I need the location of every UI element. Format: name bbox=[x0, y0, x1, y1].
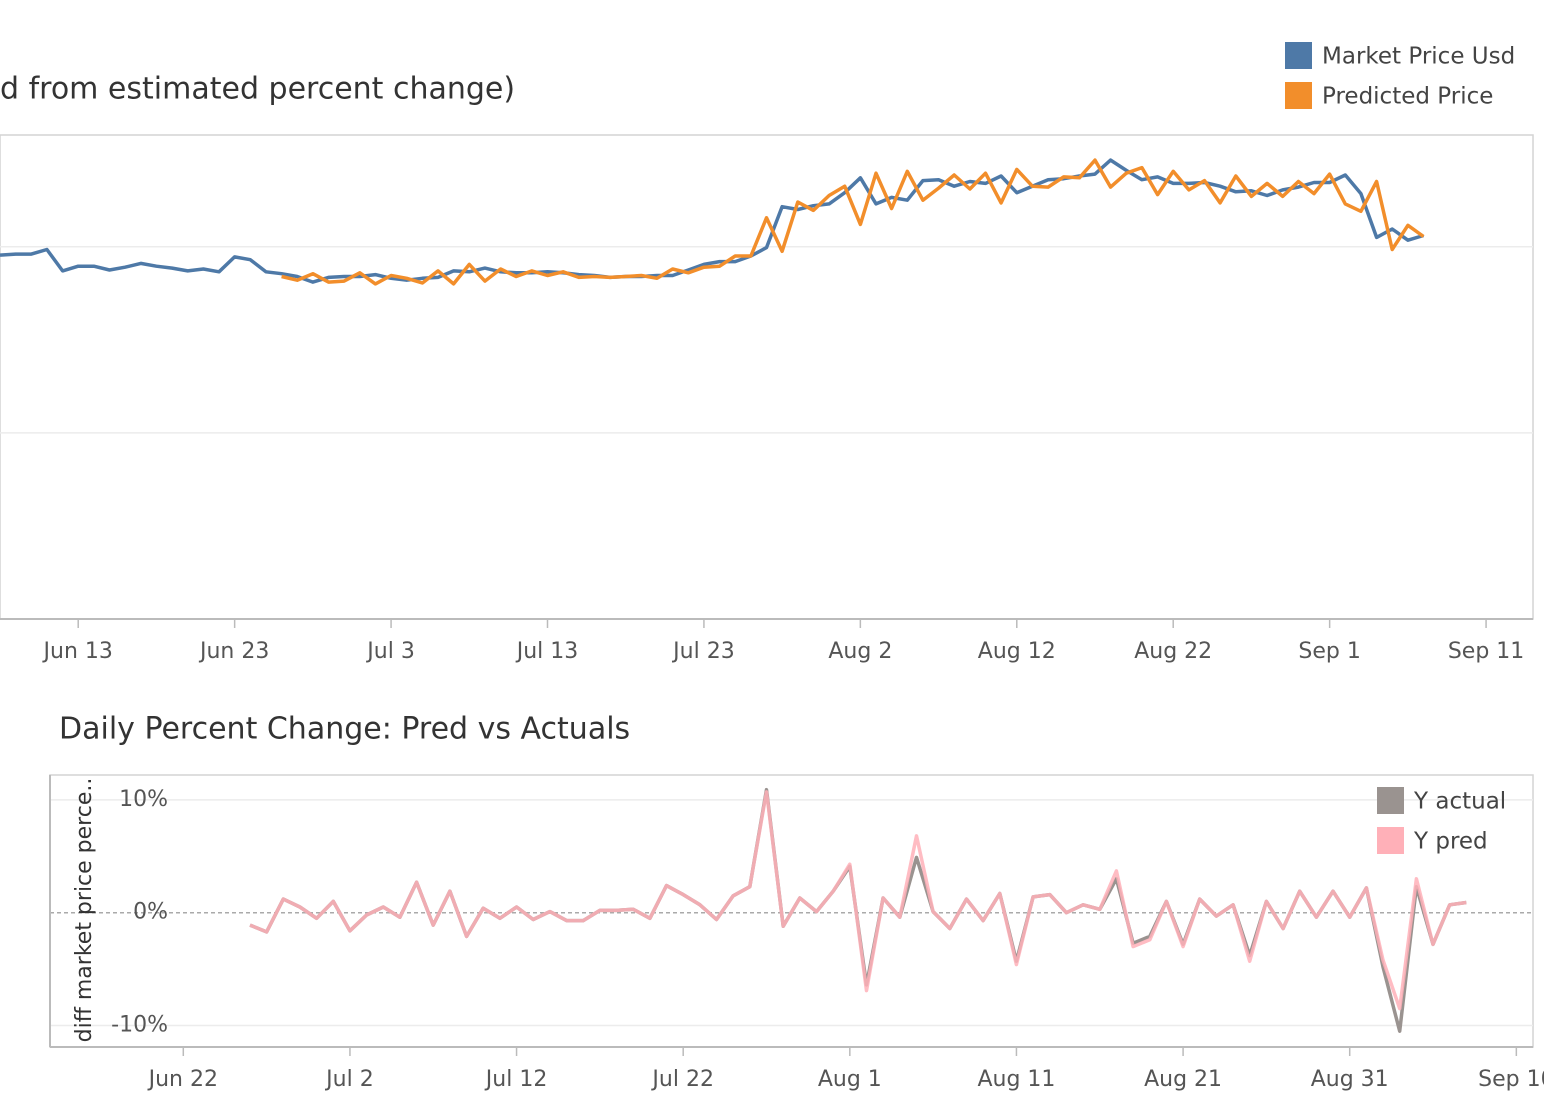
series-line bbox=[281, 158, 1425, 286]
x-tick-label: Aug 1 bbox=[818, 1067, 882, 1092]
legend-swatch bbox=[1377, 827, 1404, 854]
plot-frame bbox=[0, 134, 1534, 620]
series-line bbox=[249, 787, 1467, 1033]
x-tick-label: Sep 1 bbox=[1298, 639, 1360, 664]
x-tick-label: Aug 22 bbox=[1134, 639, 1212, 664]
legend-swatch bbox=[1285, 82, 1312, 109]
series-line bbox=[0, 158, 1425, 284]
x-tick-label: Jul 22 bbox=[650, 1067, 714, 1092]
x-tick-label: Aug 11 bbox=[977, 1067, 1055, 1092]
x-tick-label: Jul 23 bbox=[671, 639, 735, 664]
x-tick-label: Jun 13 bbox=[42, 639, 113, 664]
x-tick-label: Jul 13 bbox=[515, 639, 579, 664]
chart-title: d from estimated percent change) bbox=[0, 72, 515, 107]
x-tick-label: Jul 12 bbox=[484, 1067, 548, 1092]
x-tick-label: Sep 11 bbox=[1448, 639, 1524, 664]
x-tick-label: Aug 2 bbox=[828, 639, 892, 664]
chart-title: Daily Percent Change: Pred vs Actuals bbox=[59, 712, 630, 747]
legend-label: Market Price Usd bbox=[1322, 44, 1515, 70]
x-tick-label: Aug 31 bbox=[1311, 1067, 1389, 1092]
y-tick-label: 0% bbox=[133, 900, 168, 925]
x-tick-label: Jun 23 bbox=[198, 639, 269, 664]
legend-label: Y pred bbox=[1413, 829, 1488, 855]
y-tick-label: 10% bbox=[119, 787, 168, 812]
y-tick-label: -10% bbox=[111, 1013, 168, 1038]
x-tick-label: Sep 10 bbox=[1478, 1067, 1544, 1092]
y-axis-label: diff market price perce.. bbox=[72, 778, 97, 1043]
x-tick-label: Jul 3 bbox=[365, 639, 415, 664]
legend-label: Predicted Price bbox=[1322, 84, 1493, 110]
x-tick-label: Aug 21 bbox=[1144, 1067, 1222, 1092]
series-line bbox=[249, 790, 1467, 1011]
x-tick-label: Aug 12 bbox=[978, 639, 1056, 664]
x-tick-label: Jun 22 bbox=[147, 1067, 218, 1092]
legend-swatch bbox=[1285, 42, 1312, 69]
legend-label: Y actual bbox=[1413, 789, 1506, 815]
x-tick-label: Jul 2 bbox=[324, 1067, 374, 1092]
legend-swatch bbox=[1377, 787, 1404, 814]
